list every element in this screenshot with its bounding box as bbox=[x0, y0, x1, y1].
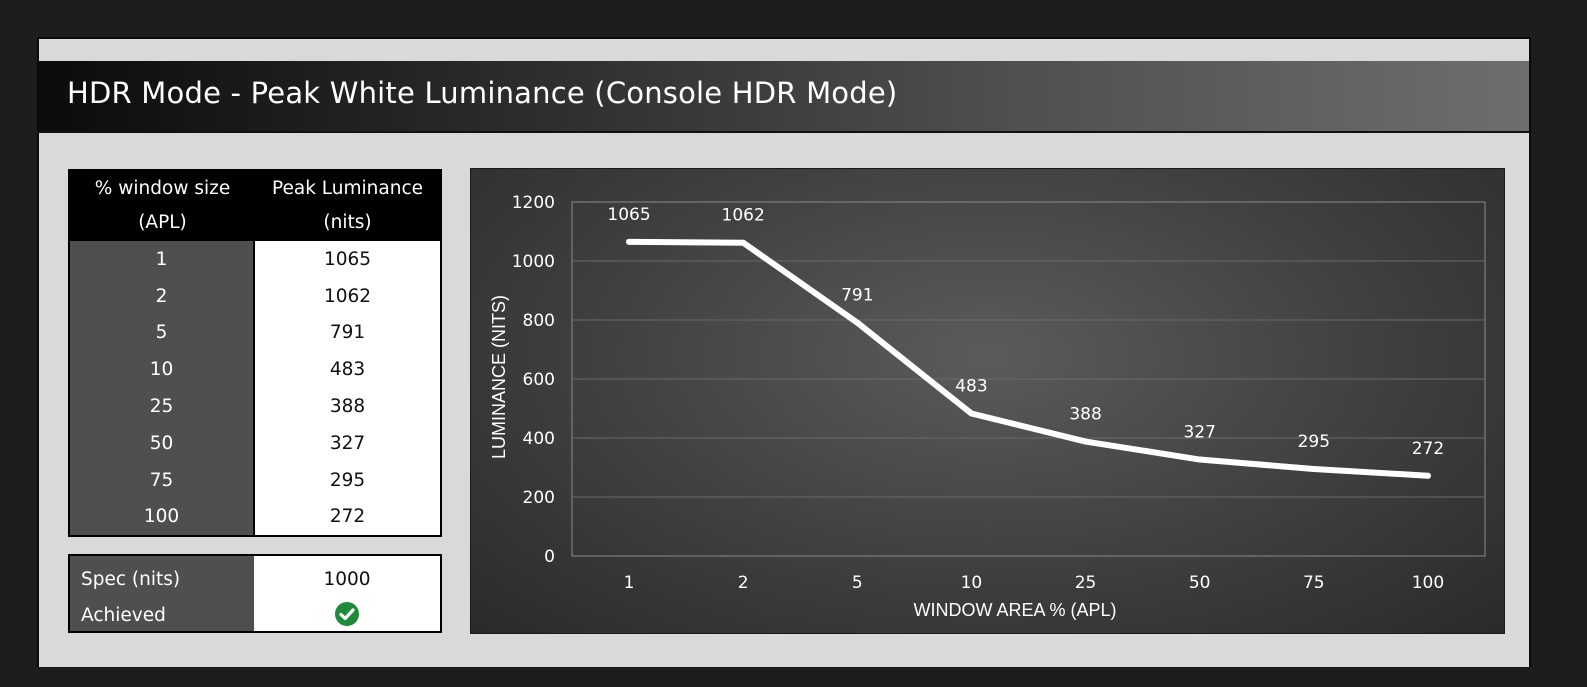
table-row: 100 272 bbox=[70, 498, 440, 536]
peak-luminance-header-line2: (nits) bbox=[323, 212, 372, 233]
peak-luminance-header: Peak Luminance (nits) bbox=[255, 171, 440, 241]
data-label: 1062 bbox=[722, 206, 765, 226]
page-title: HDR Mode - Peak White Luminance (Console… bbox=[67, 76, 898, 110]
table-row: 5 791 bbox=[70, 314, 440, 352]
y-tick-label: 200 bbox=[523, 488, 555, 508]
x-tick-label: 75 bbox=[1303, 573, 1325, 593]
window-size-header: % window size (APL) bbox=[70, 171, 255, 241]
spec-value: 1000 bbox=[323, 569, 371, 590]
window-size-cell: 5 bbox=[70, 314, 255, 352]
spec-labels: Spec (nits) Achieved bbox=[70, 556, 254, 631]
window-size-header-line2: (APL) bbox=[138, 212, 187, 233]
luminance-chart: 0 200 400 600 800 1000 1200 1 2 5 10 25 50 75 100 1065… bbox=[470, 168, 1505, 634]
luminance-cell: 295 bbox=[255, 461, 440, 499]
window-size-cell: 100 bbox=[70, 498, 255, 536]
luminance-cell: 1062 bbox=[255, 277, 440, 315]
luminance-cell: 272 bbox=[255, 498, 440, 536]
luminance-cell: 483 bbox=[255, 351, 440, 389]
y-tick-label: 1200 bbox=[512, 193, 555, 213]
check-circle-icon bbox=[335, 602, 359, 626]
data-point bbox=[626, 238, 633, 245]
window-size-cell: 1 bbox=[70, 241, 255, 278]
luminance-cell: 388 bbox=[255, 388, 440, 425]
spec-values: 1000 bbox=[254, 556, 440, 631]
data-label: 327 bbox=[1183, 423, 1215, 443]
data-point bbox=[1196, 456, 1203, 463]
data-point bbox=[854, 319, 861, 326]
title-bar: HDR Mode - Peak White Luminance (Console… bbox=[39, 61, 1529, 133]
data-label: 388 bbox=[1069, 405, 1101, 425]
table-row: 2 1062 bbox=[70, 277, 440, 315]
data-label: 295 bbox=[1298, 432, 1330, 452]
table-row: 50 327 bbox=[70, 424, 440, 462]
spec-label: Spec (nits) bbox=[81, 569, 181, 590]
x-tick-label: 50 bbox=[1189, 573, 1211, 593]
report-panel: HDR Mode - Peak White Luminance (Console… bbox=[37, 37, 1531, 667]
y-tick-label: 0 bbox=[544, 547, 555, 567]
luminance-cell: 1065 bbox=[255, 241, 440, 278]
grid-layer bbox=[571, 201, 1486, 557]
data-point bbox=[1310, 465, 1317, 472]
x-tick-label: 2 bbox=[738, 573, 749, 593]
y-tick-label: 1000 bbox=[512, 252, 555, 272]
series-line bbox=[626, 238, 1431, 479]
y-tick-label: 600 bbox=[523, 370, 555, 390]
window-size-cell: 75 bbox=[70, 461, 255, 499]
y-tick-label: 800 bbox=[523, 311, 555, 331]
achieved-value bbox=[254, 598, 440, 634]
table-row: 25 388 bbox=[70, 388, 440, 425]
window-size-cell: 50 bbox=[70, 424, 255, 462]
x-tick-label: 10 bbox=[961, 573, 983, 593]
data-point bbox=[1424, 472, 1431, 479]
window-size-header-line1: % window size bbox=[94, 178, 231, 199]
label-layer: 1065 1062 791 483 388 327 295 272 bbox=[607, 205, 1444, 459]
luminance-cell: 327 bbox=[255, 424, 440, 462]
y-axis-title: LUMINANCE (NITS) bbox=[489, 295, 509, 459]
window-size-cell: 2 bbox=[70, 277, 255, 315]
spec-box: Spec (nits) Achieved 1000 bbox=[68, 554, 442, 633]
table-header: % window size (APL) Peak Luminance (nits… bbox=[70, 171, 440, 241]
table-row: 1 1065 bbox=[70, 241, 440, 278]
data-label: 272 bbox=[1412, 439, 1444, 459]
data-label: 483 bbox=[955, 377, 987, 397]
data-label: 1065 bbox=[607, 205, 650, 225]
window-size-cell: 10 bbox=[70, 351, 255, 389]
achieved-label: Achieved bbox=[81, 605, 166, 626]
line-layer bbox=[626, 238, 1431, 479]
data-point bbox=[968, 410, 975, 417]
x-axis-title: WINDOW AREA % (APL) bbox=[913, 600, 1116, 620]
window-size-cell: 25 bbox=[70, 388, 255, 425]
y-tick-label: 400 bbox=[523, 429, 555, 449]
x-tick-label: 100 bbox=[1412, 573, 1444, 593]
x-tick-label: 1 bbox=[624, 573, 635, 593]
luminance-table: % window size (APL) Peak Luminance (nits… bbox=[68, 169, 442, 538]
table-row: 10 483 bbox=[70, 351, 440, 389]
peak-luminance-header-line1: Peak Luminance bbox=[271, 178, 424, 199]
data-point bbox=[740, 239, 747, 246]
table-row: 75 295 bbox=[70, 461, 440, 499]
data-point bbox=[1082, 438, 1089, 445]
x-tick-label: 5 bbox=[852, 573, 863, 593]
x-tick-label: 25 bbox=[1075, 573, 1097, 593]
data-label: 791 bbox=[841, 286, 873, 306]
luminance-cell: 791 bbox=[255, 314, 440, 352]
